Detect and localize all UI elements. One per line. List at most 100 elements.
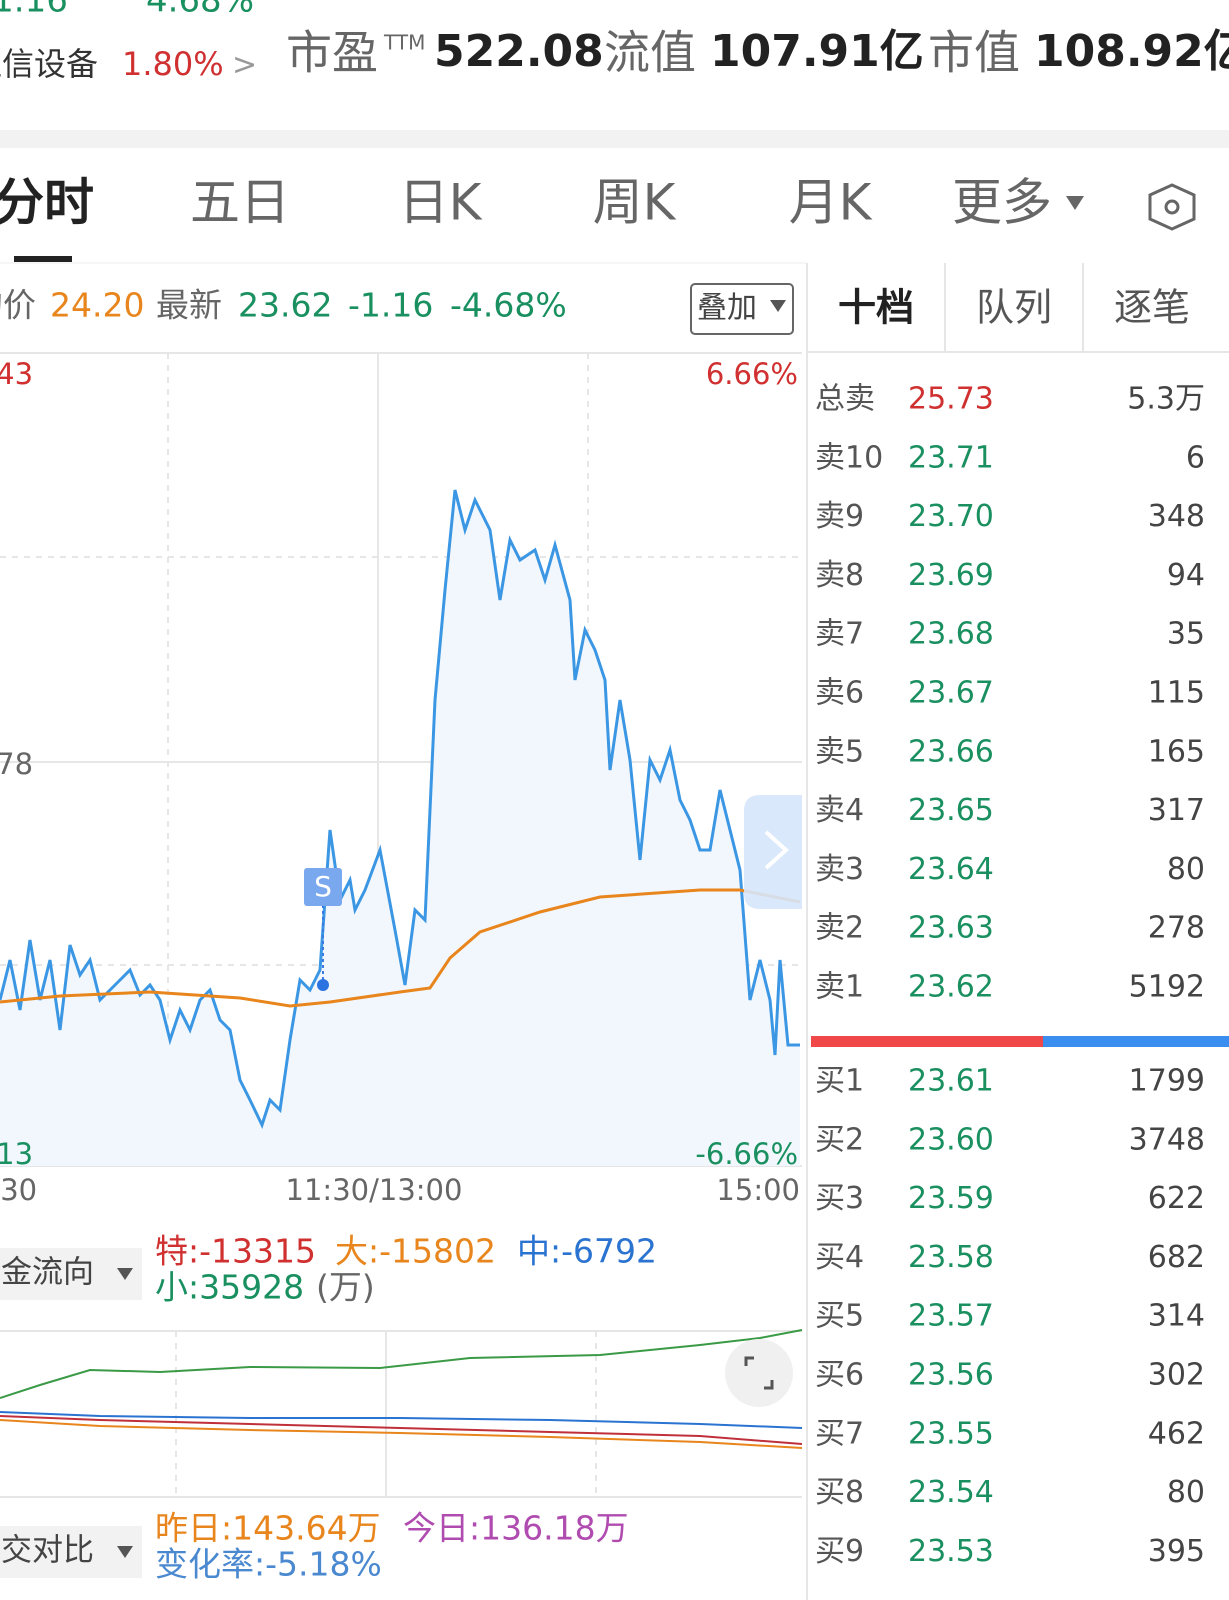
book-volume: 5.3万	[1127, 382, 1205, 417]
book-price: 23.61	[908, 1064, 994, 1099]
book-price: 23.60	[908, 1122, 994, 1157]
book-level: 卖7	[815, 617, 864, 652]
volume-yesterday: 昨日:143.64万	[155, 1509, 381, 1548]
pct: -4.68%	[450, 286, 567, 325]
expand-tab[interactable]	[744, 795, 802, 909]
volume-rate: 变化率:-5.18%	[155, 1545, 382, 1584]
overlay: 叠加	[697, 291, 757, 326]
float-label: 流值	[604, 26, 696, 80]
book-price: 23.71	[908, 440, 994, 475]
change: -1.16	[348, 286, 433, 325]
book-tab[interactable]: 十档	[838, 286, 914, 330]
book-volume: 317	[1148, 793, 1205, 828]
tab[interactable]: 五日	[190, 174, 290, 232]
book-price: 23.69	[908, 558, 994, 593]
book-level: 卖2	[815, 911, 864, 946]
tab[interactable]: 日K	[399, 174, 483, 232]
book-price: 23.53	[908, 1534, 994, 1569]
dropdown-arrow	[1066, 196, 1084, 210]
top-change: 1.16	[0, 0, 68, 21]
book-volume: 348	[1148, 499, 1205, 534]
y-label-bottom: 23.13	[0, 1137, 33, 1171]
book-price: 23.56	[908, 1358, 994, 1393]
book-volume: 5192	[1129, 970, 1205, 1005]
book-volume: 622	[1148, 1181, 1205, 1216]
cap: 108.92亿	[1034, 26, 1229, 77]
book-tab[interactable]: 逐笔	[1114, 286, 1190, 330]
marker-dot	[317, 979, 329, 991]
book-price: 23.58	[908, 1240, 994, 1275]
time-start: 9:30	[0, 1173, 37, 1207]
tab[interactable]: 周K	[593, 174, 677, 232]
book-level: 卖6	[815, 676, 864, 711]
tab[interactable]: 更多	[952, 174, 1052, 232]
book-level: 卖3	[815, 852, 864, 887]
divider	[0, 130, 1229, 148]
book-price: 23.70	[908, 499, 994, 534]
volume-selector: 成交对比	[0, 1533, 94, 1569]
book-level: 卖9	[815, 499, 864, 534]
book-level: 买7	[815, 1416, 864, 1451]
book-price: 23.67	[908, 676, 994, 711]
sell-ratio-bar	[811, 1036, 1043, 1047]
expand-arrow	[764, 830, 789, 870]
dropdown-arrow	[117, 1546, 133, 1558]
marker-box[interactable]	[304, 868, 342, 906]
dropdown-arrow	[770, 300, 786, 312]
book-level: 卖1	[815, 970, 864, 1005]
flow-special	[0, 1415, 803, 1445]
book-volume: 35	[1167, 617, 1205, 652]
book-price: 23.64	[908, 852, 994, 887]
book-volume: 302	[1148, 1358, 1205, 1393]
book-level: 买6	[815, 1358, 864, 1393]
flow-te: 特:-13315	[155, 1232, 316, 1271]
tab[interactable]: 月K	[789, 174, 873, 232]
book-level: 卖5	[815, 734, 864, 769]
time-mid: 11:30/13:00	[286, 1173, 463, 1207]
fullscreen-button[interactable]	[725, 1339, 793, 1407]
book-level: 买2	[815, 1122, 864, 1157]
book-volume: 682	[1148, 1240, 1205, 1275]
tab-underline	[14, 256, 72, 262]
settings-icon[interactable]	[1148, 183, 1196, 231]
book-level: 卖8	[815, 558, 864, 593]
book-volume: 115	[1148, 676, 1205, 711]
tab[interactable]: 分时	[0, 174, 94, 232]
book-level: 买9	[815, 1534, 864, 1569]
fullscreen-icon	[744, 1356, 774, 1390]
avg-label: 均价	[0, 286, 36, 325]
book-volume: 3748	[1129, 1122, 1205, 1157]
book-volume: 314	[1148, 1299, 1205, 1334]
book-level: 卖10	[815, 440, 883, 475]
flow-unit: (万)	[316, 1268, 375, 1307]
arrow: >	[232, 48, 257, 83]
pct-label-bottom: -6.66%	[695, 1137, 798, 1171]
book-price: 23.59	[908, 1181, 994, 1216]
buy-ratio-bar	[1043, 1036, 1229, 1047]
y-label-top: 26.43	[0, 357, 33, 391]
book-volume: 1799	[1129, 1064, 1205, 1099]
book-tab[interactable]: 队列	[976, 286, 1052, 330]
book-price: 23.57	[908, 1299, 994, 1334]
last: 23.62	[238, 286, 332, 325]
marker: S	[314, 870, 332, 903]
float: 107.91亿	[710, 26, 924, 77]
flow-selector-box[interactable]	[0, 1248, 142, 1300]
book-price: 23.54	[908, 1475, 994, 1510]
book-level: 总卖	[815, 382, 875, 417]
book-price: 23.68	[908, 617, 994, 652]
book-level: 卖4	[815, 793, 864, 828]
book-level: 买8	[815, 1475, 864, 1510]
book-volume: 165	[1148, 734, 1205, 769]
top-pct: 4.68%	[146, 0, 254, 21]
pe-sup: TTM	[383, 31, 425, 55]
dropdown-arrow	[117, 1268, 133, 1280]
book-price: 23.63	[908, 911, 994, 946]
flow-grid	[0, 1330, 802, 1498]
book-level: 买4	[815, 1240, 864, 1275]
y-label-mid: 24.78	[0, 747, 33, 781]
book-price: 23.65	[908, 793, 994, 828]
overlay-button[interactable]	[690, 283, 794, 335]
volume-selector-box[interactable]	[0, 1526, 142, 1578]
